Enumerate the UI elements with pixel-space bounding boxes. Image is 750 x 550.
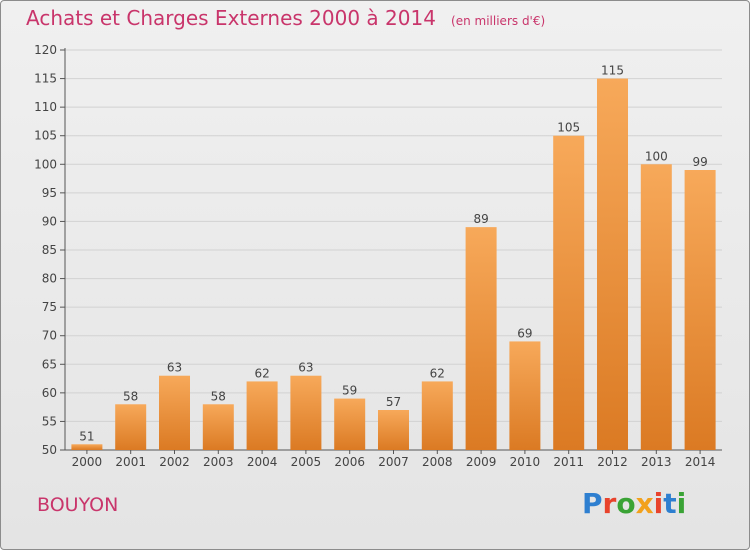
bar	[421, 381, 453, 450]
bar	[246, 381, 278, 450]
value-label: 62	[254, 366, 269, 380]
x-tick-label: 2006	[334, 455, 365, 469]
bar	[202, 404, 234, 450]
y-tick-label: 100	[34, 157, 57, 171]
value-label: 63	[167, 361, 182, 375]
x-tick-label: 2003	[203, 455, 234, 469]
y-tick-label: 50	[42, 443, 57, 457]
value-label: 58	[123, 389, 138, 403]
x-tick-label: 2004	[247, 455, 278, 469]
y-tick-label: 115	[34, 72, 57, 86]
value-label: 58	[211, 389, 226, 403]
x-tick-label: 2007	[378, 455, 409, 469]
y-tick-label: 55	[42, 414, 57, 428]
y-tick-label: 105	[34, 129, 57, 143]
bar	[115, 404, 147, 450]
x-tick-label: 2001	[115, 455, 146, 469]
logo-letter: o	[616, 487, 636, 520]
value-label: 59	[342, 384, 357, 398]
x-tick-label: 2012	[597, 455, 628, 469]
x-tick-label: 2000	[72, 455, 103, 469]
logo-letter: x	[635, 487, 654, 520]
value-label: 89	[473, 212, 488, 226]
bar	[290, 375, 322, 450]
y-tick-label: 120	[34, 43, 57, 57]
y-tick-label: 90	[42, 214, 57, 228]
logo-letter: t	[663, 487, 677, 520]
bar	[640, 164, 672, 451]
bar	[465, 227, 497, 450]
value-label: 51	[79, 429, 94, 443]
x-tick-label: 2013	[641, 455, 672, 469]
logo-letter: r	[602, 487, 617, 520]
y-tick-label: 70	[42, 329, 57, 343]
x-tick-label: 2011	[553, 455, 584, 469]
proxiti-logo: Proxiti	[582, 487, 686, 520]
bar	[334, 398, 366, 450]
value-label: 63	[298, 361, 313, 375]
chart-unit: (en milliers d'€)	[451, 14, 546, 28]
y-tick-label: 75	[42, 300, 57, 314]
x-tick-label: 2014	[685, 455, 716, 469]
bar	[509, 341, 541, 450]
x-tick-label: 2005	[291, 455, 322, 469]
y-tick-label: 95	[42, 186, 57, 200]
bar	[684, 170, 716, 450]
bars	[71, 78, 716, 451]
bar	[71, 444, 103, 450]
value-labels: 51 58 63 58 62 63 59 57 62 89 69 105 115 100 99	[79, 64, 707, 444]
chart-title: Achats et Charges Externes 2000 à 2014	[26, 6, 436, 30]
bar	[553, 135, 585, 450]
logo-letter: P	[582, 487, 603, 520]
logo-letter: i	[653, 487, 664, 520]
y-tick-label: 60	[42, 386, 57, 400]
value-label: 105	[557, 121, 580, 135]
x-tick-label: 2002	[159, 455, 190, 469]
bar	[378, 410, 409, 450]
bar	[159, 375, 190, 450]
value-label: 115	[601, 64, 624, 78]
y-tick-label: 65	[42, 357, 57, 371]
value-label: 99	[692, 155, 707, 169]
logo-letter: i	[676, 487, 687, 520]
value-label: 100	[645, 149, 668, 163]
y-tick-label: 80	[42, 272, 57, 286]
city-name: BOUYON	[37, 494, 119, 516]
x-tick-label: 2008	[422, 455, 453, 469]
y-tick-label: 110	[34, 100, 57, 114]
bar	[597, 78, 628, 451]
value-label: 62	[430, 366, 445, 380]
value-label: 57	[386, 395, 401, 409]
x-tick-label: 2010	[510, 455, 541, 469]
value-label: 69	[517, 326, 532, 340]
chart-title-block: Achats et Charges Externes 2000 à 2014 (…	[26, 6, 545, 30]
x-tick-label: 2009	[466, 455, 497, 469]
y-tick-label: 85	[42, 243, 57, 257]
